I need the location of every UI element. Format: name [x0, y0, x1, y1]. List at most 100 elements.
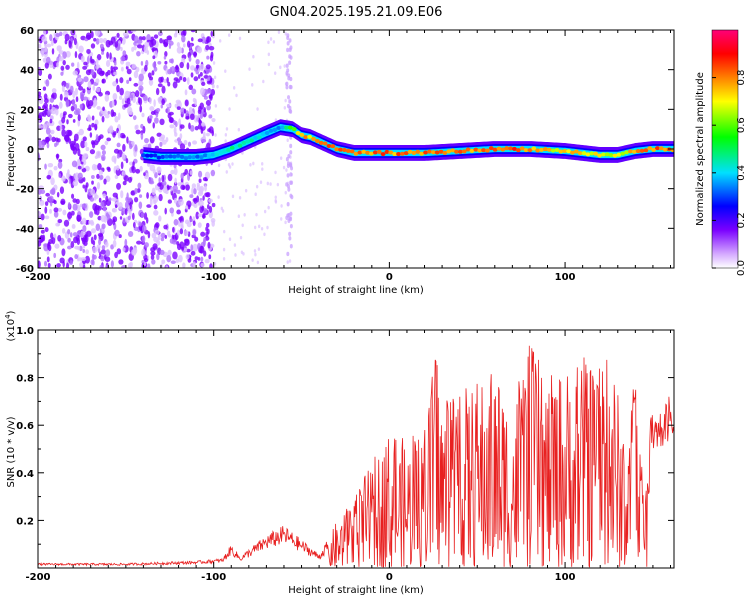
- noise-speck: [133, 82, 139, 87]
- noise-speck: [128, 77, 132, 82]
- noise-speck: [57, 234, 62, 242]
- noise-speck: [65, 82, 70, 89]
- ridge-peak: [589, 151, 595, 156]
- noise-speck: [39, 47, 45, 55]
- noise-speck: [141, 112, 145, 118]
- noise-speck: [161, 259, 166, 265]
- noise-speck: [38, 260, 41, 268]
- noise-speck: [50, 129, 55, 135]
- noise-speck: [47, 163, 54, 168]
- noise-speck: [159, 118, 165, 126]
- ridge-peak: [446, 149, 452, 154]
- noise-speck: [79, 104, 83, 110]
- noise-speck: [166, 76, 169, 83]
- noise-speck: [78, 86, 84, 91]
- noise-speck: [71, 223, 76, 229]
- noise-speck: [139, 165, 143, 172]
- ridge-peak: [585, 152, 591, 157]
- noise-speck: [44, 201, 49, 206]
- noise-speck: [176, 241, 180, 246]
- noise-speck: [170, 169, 175, 175]
- noise-speck: [38, 139, 42, 148]
- noise-speck: [142, 125, 146, 134]
- noise-speck: [122, 143, 126, 152]
- noise-speck: [289, 223, 293, 229]
- noise-speck: [224, 69, 227, 73]
- noise-speck: [61, 248, 66, 257]
- noise-speck: [248, 67, 251, 71]
- ridge-peak: [388, 150, 394, 155]
- noise-speck: [94, 205, 100, 210]
- noise-speck: [72, 198, 77, 203]
- noise-speck: [121, 152, 126, 160]
- noise-speck: [143, 257, 149, 263]
- ridge-peak: [643, 148, 649, 153]
- noise-speck: [181, 34, 186, 43]
- noise-speck: [208, 114, 213, 119]
- ridge-peak: [164, 154, 170, 159]
- noise-speck: [110, 65, 114, 74]
- noise-speck: [157, 182, 162, 187]
- noise-speck: [44, 215, 50, 220]
- noise-speck: [206, 104, 211, 111]
- noise-speck: [139, 148, 145, 155]
- noise-speck: [200, 256, 204, 262]
- colorbar-tick-label: 0.0: [736, 260, 747, 276]
- noise-speck: [143, 45, 148, 54]
- ridge-peak: [523, 148, 529, 153]
- y-tick-label: 0.6: [16, 421, 34, 432]
- noise-speck: [40, 213, 45, 221]
- ridge-peak: [241, 140, 247, 145]
- ridge-peak: [450, 148, 456, 153]
- noise-speck: [149, 198, 153, 207]
- noise-speck: [217, 163, 221, 168]
- noise-speck: [202, 131, 206, 139]
- noise-speck: [88, 99, 94, 107]
- noise-speck: [69, 260, 74, 265]
- noise-speck: [133, 197, 139, 203]
- ridge-peak: [357, 150, 363, 155]
- noise-speck: [90, 43, 96, 49]
- noise-speck: [85, 99, 90, 108]
- noise-speck: [189, 125, 195, 132]
- noise-speck: [225, 170, 228, 174]
- noise-speck: [68, 138, 72, 144]
- ridge-peak: [504, 146, 510, 151]
- noise-speck: [70, 176, 73, 184]
- noise-speck: [66, 119, 69, 125]
- noise-speck: [73, 133, 79, 142]
- noise-speck: [255, 184, 259, 189]
- ridge-peak: [198, 155, 204, 160]
- noise-speck: [175, 99, 181, 104]
- noise-speck: [286, 103, 290, 109]
- noise-speck: [211, 220, 215, 227]
- noise-speck: [176, 189, 181, 194]
- noise-speck: [112, 216, 118, 223]
- noise-speck: [107, 167, 111, 172]
- noise-speck: [116, 142, 121, 148]
- noise-speck: [289, 55, 293, 60]
- noise-speck: [183, 238, 190, 243]
- noise-speck: [164, 50, 168, 57]
- noise-speck: [69, 232, 73, 238]
- noise-speck: [263, 232, 266, 237]
- y-tick-label: 0.4: [16, 469, 34, 480]
- noise-speck: [76, 214, 81, 222]
- noise-speck: [82, 225, 87, 232]
- noise-speck: [121, 66, 124, 72]
- noise-speck: [279, 65, 282, 70]
- noise-speck: [289, 150, 293, 155]
- noise-speck: [65, 129, 72, 137]
- noise-speck: [55, 222, 60, 227]
- noise-speck: [256, 107, 259, 111]
- noise-speck: [180, 172, 184, 180]
- ridge-peak: [168, 154, 173, 159]
- noise-speck: [48, 195, 54, 203]
- noise-speck: [280, 204, 283, 208]
- noise-speck: [137, 39, 143, 44]
- noise-speck: [53, 210, 59, 218]
- noise-speck: [193, 203, 198, 209]
- noise-speck: [112, 92, 118, 101]
- ridge-peak: [256, 135, 262, 140]
- ridge-peak: [361, 149, 367, 154]
